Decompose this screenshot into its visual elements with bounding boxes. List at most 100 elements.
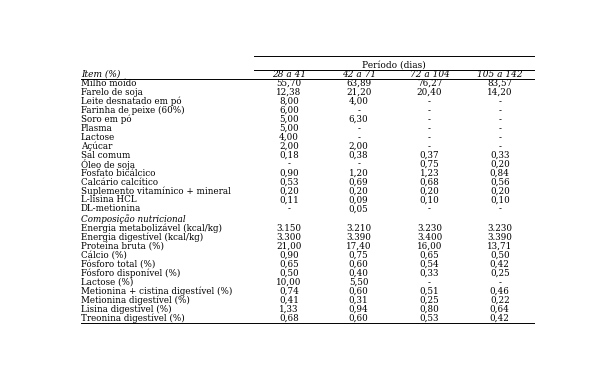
Text: Sal comum: Sal comum <box>81 151 130 160</box>
Text: 0,38: 0,38 <box>349 151 368 160</box>
Text: -: - <box>287 204 290 213</box>
Text: 0,18: 0,18 <box>279 151 299 160</box>
Text: 0,10: 0,10 <box>419 196 439 204</box>
Text: 76,27: 76,27 <box>417 79 442 88</box>
Text: 10,00: 10,00 <box>276 278 302 287</box>
Text: 3.210: 3.210 <box>346 224 371 233</box>
Text: 0,75: 0,75 <box>420 160 439 169</box>
Text: 2,00: 2,00 <box>349 142 368 151</box>
Text: Calcário calcítico: Calcário calcítico <box>81 177 158 187</box>
Text: Item (%): Item (%) <box>81 70 121 79</box>
Text: Treonina digestível (%): Treonina digestível (%) <box>81 313 185 323</box>
Text: 21,00: 21,00 <box>276 242 302 251</box>
Text: 0,80: 0,80 <box>419 305 439 314</box>
Text: 0,50: 0,50 <box>279 269 299 278</box>
Text: 0,37: 0,37 <box>420 151 439 160</box>
Text: 0,20: 0,20 <box>490 186 509 196</box>
Text: 1,23: 1,23 <box>420 169 439 177</box>
Text: 42 a 71: 42 a 71 <box>341 70 376 79</box>
Text: -: - <box>428 106 431 115</box>
Text: 0,20: 0,20 <box>490 160 509 169</box>
Text: 0,20: 0,20 <box>419 186 439 196</box>
Text: 0,74: 0,74 <box>279 287 299 296</box>
Text: 20,40: 20,40 <box>417 88 442 97</box>
Text: 0,33: 0,33 <box>420 269 439 278</box>
Text: -: - <box>498 142 501 151</box>
Text: -: - <box>428 204 431 213</box>
Text: 0,68: 0,68 <box>279 314 299 323</box>
Text: Fósforo disponível (%): Fósforo disponível (%) <box>81 269 181 278</box>
Text: 0,20: 0,20 <box>349 186 368 196</box>
Text: L-lisina HCL: L-lisina HCL <box>81 196 137 204</box>
Text: 0,60: 0,60 <box>349 287 368 296</box>
Text: Farinha de peixe (60%): Farinha de peixe (60%) <box>81 106 185 115</box>
Text: Energia digestível (kcal/kg): Energia digestível (kcal/kg) <box>81 233 203 242</box>
Text: 55,70: 55,70 <box>277 79 301 88</box>
Text: 3.390: 3.390 <box>346 233 371 242</box>
Text: 0,60: 0,60 <box>349 314 368 323</box>
Text: 0,65: 0,65 <box>279 260 299 269</box>
Text: 0,64: 0,64 <box>490 305 510 314</box>
Text: 5,50: 5,50 <box>349 278 368 287</box>
Text: 13,71: 13,71 <box>487 242 512 251</box>
Text: -: - <box>498 124 501 133</box>
Text: -: - <box>498 204 501 213</box>
Text: 1,33: 1,33 <box>279 305 299 314</box>
Text: 0,33: 0,33 <box>490 151 509 160</box>
Text: 1,20: 1,20 <box>349 169 368 177</box>
Text: 12,38: 12,38 <box>276 88 302 97</box>
Text: 0,05: 0,05 <box>349 204 368 213</box>
Text: -: - <box>498 133 501 142</box>
Text: Óleo de soja: Óleo de soja <box>81 159 135 170</box>
Text: 0,75: 0,75 <box>349 251 368 260</box>
Text: 3.390: 3.390 <box>487 233 512 242</box>
Text: Composição nutricional: Composição nutricional <box>81 214 185 224</box>
Text: DL-metionina: DL-metionina <box>81 204 142 213</box>
Text: 0,50: 0,50 <box>490 251 509 260</box>
Text: 3.300: 3.300 <box>277 233 301 242</box>
Text: 105 a 142: 105 a 142 <box>477 70 523 79</box>
Text: 0,65: 0,65 <box>420 251 439 260</box>
Text: 0,56: 0,56 <box>490 177 509 187</box>
Text: 17,40: 17,40 <box>346 242 371 251</box>
Text: 0,90: 0,90 <box>279 251 299 260</box>
Text: 0,68: 0,68 <box>419 177 439 187</box>
Text: 0,40: 0,40 <box>349 269 368 278</box>
Text: 16,00: 16,00 <box>417 242 442 251</box>
Text: 3.400: 3.400 <box>417 233 442 242</box>
Text: -: - <box>357 124 360 133</box>
Text: Proteína bruta (%): Proteína bruta (%) <box>81 242 164 251</box>
Text: 0,22: 0,22 <box>490 296 509 305</box>
Text: 6,00: 6,00 <box>279 106 299 115</box>
Text: 0,20: 0,20 <box>279 186 299 196</box>
Text: 4,00: 4,00 <box>349 97 368 106</box>
Text: Cálcio (%): Cálcio (%) <box>81 251 127 260</box>
Text: Lisina digestível (%): Lisina digestível (%) <box>81 304 172 314</box>
Text: 0,53: 0,53 <box>420 314 439 323</box>
Text: -: - <box>287 160 290 169</box>
Text: 5,00: 5,00 <box>279 124 299 133</box>
Text: -: - <box>428 115 431 124</box>
Text: 28 a 41: 28 a 41 <box>272 70 306 79</box>
Text: 14,20: 14,20 <box>487 88 512 97</box>
Text: 0,42: 0,42 <box>490 314 510 323</box>
Text: 83,57: 83,57 <box>487 79 512 88</box>
Text: 21,20: 21,20 <box>346 88 371 97</box>
Text: 3.230: 3.230 <box>487 224 512 233</box>
Text: -: - <box>498 97 501 106</box>
Text: 0,94: 0,94 <box>349 305 368 314</box>
Text: 63,89: 63,89 <box>346 79 371 88</box>
Text: 72 a 104: 72 a 104 <box>410 70 449 79</box>
Text: Lactose: Lactose <box>81 133 115 142</box>
Text: 0,51: 0,51 <box>420 287 439 296</box>
Text: Lactose (%): Lactose (%) <box>81 278 133 287</box>
Text: Fosfato bicálcico: Fosfato bicálcico <box>81 169 155 177</box>
Text: 0,84: 0,84 <box>490 169 510 177</box>
Text: Período (dias): Período (dias) <box>362 61 426 69</box>
Text: Suplemento vitamínico + mineral: Suplemento vitamínico + mineral <box>81 186 231 196</box>
Text: 3.230: 3.230 <box>417 224 442 233</box>
Text: Metionina digestível (%): Metionina digestível (%) <box>81 296 190 305</box>
Text: 0,41: 0,41 <box>279 296 299 305</box>
Text: 0,25: 0,25 <box>490 269 509 278</box>
Text: -: - <box>428 278 431 287</box>
